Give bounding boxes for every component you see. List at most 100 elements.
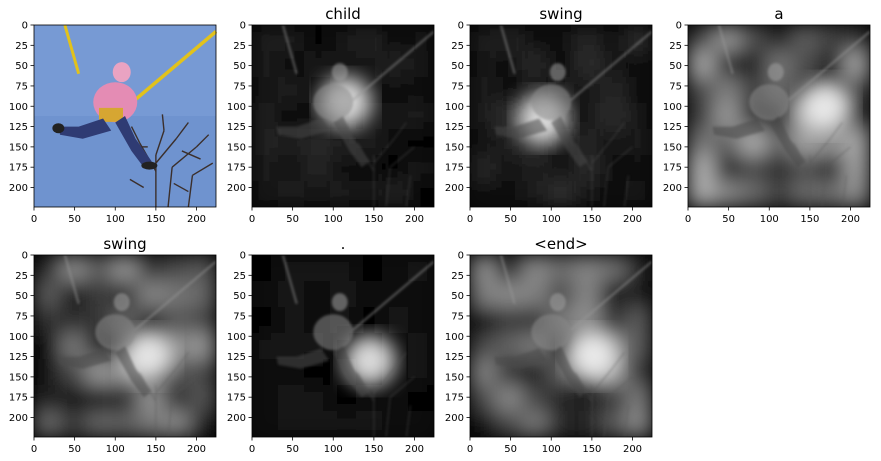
attention-cell — [496, 255, 522, 281]
child-leg-left — [276, 348, 330, 369]
attention-cell — [548, 155, 574, 181]
x-tick-label: 200 — [187, 444, 206, 455]
y-tick-label: 125 — [9, 122, 28, 133]
branch — [575, 372, 593, 402]
attention-cell — [496, 155, 522, 181]
attention-cell — [574, 181, 600, 207]
y-tick-label: 150 — [9, 142, 28, 153]
attention-cell — [714, 181, 740, 207]
attention-cell — [740, 51, 766, 77]
child-leg-right — [333, 116, 370, 168]
attention-cell — [330, 181, 356, 207]
attention-cell — [382, 25, 408, 51]
attention-cell — [688, 129, 714, 155]
y-tick-label: 125 — [445, 122, 464, 133]
attention-cell — [522, 25, 548, 51]
x-tick-label: 50 — [286, 444, 299, 455]
x-tick-label: 100 — [324, 444, 343, 455]
subplot-title: a — [774, 5, 783, 23]
branch — [175, 352, 189, 370]
y-tick-label: 0 — [22, 251, 28, 262]
attention-cell — [408, 411, 434, 437]
attention-cell — [408, 281, 434, 307]
attention-cell — [278, 333, 304, 359]
x-tick-label: 0 — [31, 444, 37, 455]
branch — [603, 397, 609, 437]
attention-cell — [600, 385, 626, 411]
branch — [129, 178, 145, 189]
x-tick-label: 50 — [504, 444, 517, 455]
attention-cell — [138, 307, 164, 333]
attention-cell — [792, 25, 818, 51]
attention-cell — [470, 411, 496, 437]
grayscale-silhouette — [58, 255, 216, 437]
attention-cell — [356, 51, 382, 77]
x-tick-label: 50 — [722, 214, 735, 225]
branch — [357, 372, 375, 402]
attention-cell — [304, 281, 330, 307]
rope-left — [281, 255, 298, 305]
attention-cell — [470, 155, 496, 181]
attention-cell — [574, 255, 600, 281]
attention-cell — [688, 51, 714, 77]
attention-cell — [252, 281, 278, 307]
y-tick-label: 125 — [227, 352, 246, 363]
attention-cell — [60, 307, 86, 333]
attention-cell — [330, 385, 356, 411]
attention-cell — [408, 307, 434, 333]
y-tick-label: 25 — [15, 41, 28, 52]
branch — [575, 142, 593, 172]
branch — [139, 372, 157, 402]
attention-cell — [626, 385, 652, 411]
branch — [373, 368, 395, 394]
attention-cell — [190, 281, 216, 307]
y-tick-label: 50 — [233, 61, 246, 72]
attention-cell — [330, 255, 356, 281]
attention-map — [470, 25, 652, 207]
attention-cell — [408, 155, 434, 181]
rope-right — [344, 30, 434, 108]
attention-cell — [34, 411, 60, 437]
attention-cell — [190, 255, 216, 281]
y-tick-label: 0 — [676, 21, 682, 32]
attention-cell — [408, 103, 434, 129]
attention-cell — [600, 255, 626, 281]
branch — [821, 167, 827, 207]
attention-cell — [844, 129, 870, 155]
attention-cell — [60, 333, 86, 359]
child-head — [767, 63, 784, 82]
x-tick-label: 0 — [467, 444, 473, 455]
child-body — [531, 314, 572, 351]
attention-cell — [304, 25, 330, 51]
shoe-left — [52, 123, 65, 134]
attention-cell — [86, 281, 112, 307]
attention-cell — [600, 307, 626, 333]
child-leg-left — [712, 118, 766, 139]
child-body — [531, 84, 572, 121]
attention-cell — [164, 255, 190, 281]
rope-left — [717, 25, 734, 75]
branch — [167, 397, 173, 437]
y-tick-label: 50 — [15, 291, 28, 302]
attention-cell — [496, 307, 522, 333]
rope-left — [499, 255, 516, 305]
child-head — [331, 293, 348, 312]
child-leg-left — [494, 118, 548, 139]
x-tick-label: 100 — [542, 444, 561, 455]
attention-cell — [626, 103, 652, 129]
attention-cell — [496, 411, 522, 437]
branch — [187, 405, 193, 437]
attention-cell — [496, 25, 522, 51]
attention-cell — [470, 181, 496, 207]
axes-frame — [33, 24, 217, 208]
child-leg-right — [551, 116, 588, 168]
attention-cell — [470, 103, 496, 129]
y-tick-label: 150 — [445, 142, 464, 153]
child-leg-right — [333, 346, 370, 398]
y-tick-label: 25 — [669, 41, 682, 52]
attention-cell — [304, 181, 330, 207]
attention-cell — [740, 155, 766, 181]
attention-cell — [86, 385, 112, 411]
attention-cell — [304, 411, 330, 437]
y-tick-label: 200 — [227, 413, 246, 424]
